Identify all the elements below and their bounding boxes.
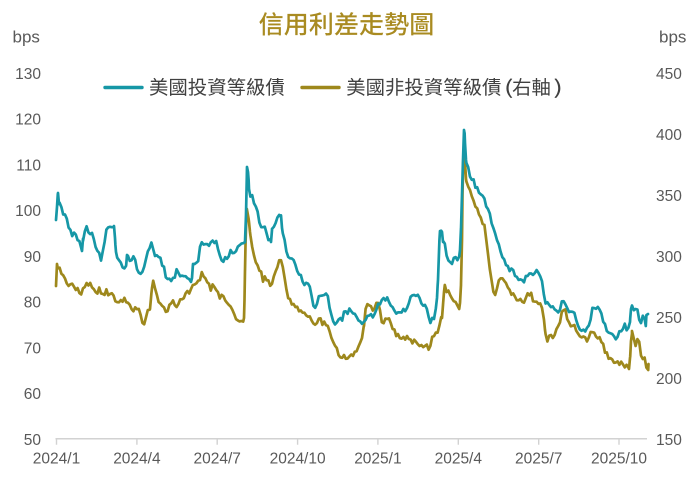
svg-text:bps: bps — [13, 28, 40, 47]
svg-text:120: 120 — [15, 112, 41, 129]
svg-text:2024/1: 2024/1 — [33, 451, 80, 468]
svg-text:2024/10: 2024/10 — [270, 451, 326, 468]
svg-text:2025/4: 2025/4 — [435, 451, 483, 468]
svg-text:2024/7: 2024/7 — [193, 451, 240, 468]
svg-text:80: 80 — [24, 295, 42, 312]
svg-text:2024/4: 2024/4 — [113, 451, 161, 468]
svg-text:2025/7: 2025/7 — [515, 451, 562, 468]
svg-text:450: 450 — [656, 66, 682, 83]
svg-text:50: 50 — [24, 432, 42, 449]
svg-text:100: 100 — [15, 203, 41, 220]
svg-text:110: 110 — [16, 157, 41, 174]
svg-text:250: 250 — [656, 310, 682, 327]
svg-text:70: 70 — [24, 340, 42, 357]
svg-text:300: 300 — [656, 249, 682, 266]
svg-text:60: 60 — [24, 386, 42, 403]
svg-text:200: 200 — [656, 371, 682, 388]
svg-text:400: 400 — [656, 127, 682, 144]
svg-text:2025/10: 2025/10 — [591, 451, 647, 468]
svg-text:90: 90 — [24, 249, 42, 266]
svg-text:350: 350 — [656, 188, 682, 205]
svg-text:130: 130 — [15, 66, 41, 83]
svg-text:bps: bps — [659, 28, 686, 47]
svg-text:2025/1: 2025/1 — [354, 451, 401, 468]
svg-text:150: 150 — [656, 432, 682, 449]
